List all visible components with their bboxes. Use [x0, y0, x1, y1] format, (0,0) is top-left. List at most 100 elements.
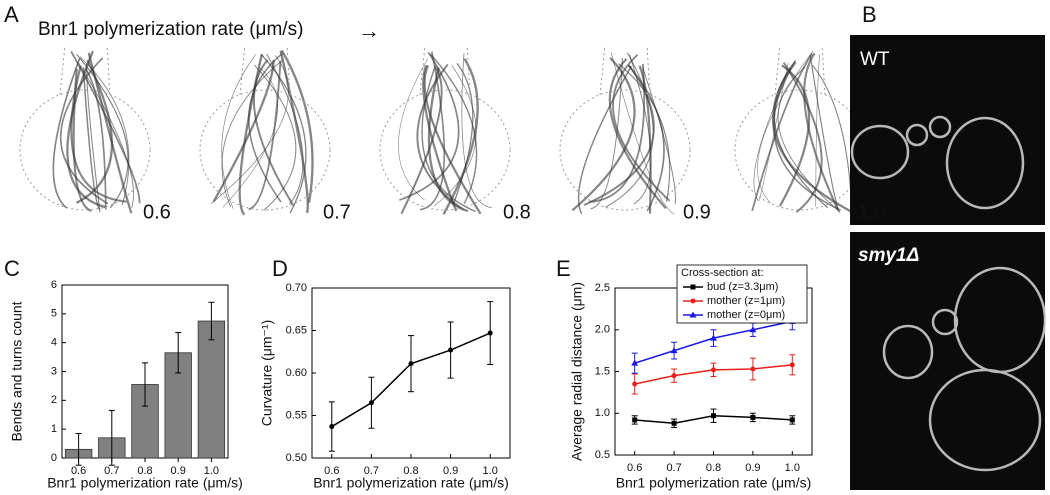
cell-filament	[248, 61, 282, 211]
cell-filament	[777, 66, 841, 213]
y-tick-label: 1.0	[595, 407, 610, 419]
cell-filament	[452, 62, 474, 206]
cell-filament	[78, 63, 134, 208]
marker	[329, 424, 335, 430]
panel-letter: E	[556, 256, 571, 281]
cell-filament	[433, 65, 477, 207]
y-tick-label: 0.5	[595, 449, 610, 461]
cell-filament	[59, 57, 109, 205]
cell-filament	[422, 64, 458, 212]
x-tick-label: 0.6	[71, 465, 86, 477]
micrograph-label: smy1Δ	[858, 245, 919, 266]
cell-filament	[423, 64, 482, 215]
y-tick-label: 0.55	[286, 409, 307, 421]
cell-filament	[248, 53, 283, 203]
cell-filament	[221, 59, 284, 207]
cell-outline	[379, 89, 511, 211]
rate-label: 0.9	[683, 201, 711, 223]
x-tick-label: 0.9	[171, 465, 186, 477]
cell-neck	[774, 44, 826, 96]
y-tick-label: 0	[51, 452, 57, 464]
cell-neck	[59, 44, 111, 96]
y-tick-label: 6	[51, 279, 57, 291]
marker	[789, 417, 795, 423]
legend-box	[676, 264, 808, 324]
cell-outline	[199, 89, 331, 211]
y-tick-label: 4	[51, 337, 57, 349]
marker	[690, 284, 696, 290]
x-tick-label: 0.7	[364, 465, 379, 477]
x-tick-label: 1.0	[785, 462, 800, 474]
y-tick-label: 2.5	[595, 282, 610, 294]
error-bar	[175, 332, 182, 374]
cell-filament	[52, 58, 81, 209]
rate-label: 0.6	[143, 201, 171, 223]
cell-filament	[82, 67, 101, 211]
cell-filament	[84, 68, 107, 210]
marker	[710, 334, 717, 341]
panel-letter: C	[4, 256, 20, 281]
cell-filament	[427, 67, 469, 213]
cell-outline	[559, 89, 691, 211]
cell-filament	[771, 61, 852, 213]
cell-filament	[803, 52, 839, 211]
y-axis-label: Curvature (μm⁻¹)	[259, 320, 275, 426]
marker	[487, 330, 493, 336]
legend-label: bud (z=3.3μm)	[707, 281, 778, 293]
legend-label: mother (z=0μm)	[707, 309, 785, 321]
x-tick-label: 0.6	[324, 465, 339, 477]
cell-neck	[419, 44, 471, 96]
y-axis-label: Bends and turns count	[9, 301, 25, 441]
cell-filament	[266, 53, 304, 205]
cell-filament	[399, 51, 460, 201]
marker	[631, 359, 639, 366]
marker	[368, 400, 374, 406]
legend-label: mother (z=1μm)	[707, 295, 785, 307]
cell-filament	[70, 65, 127, 203]
cell-filament	[773, 67, 842, 211]
error-bar	[142, 362, 148, 407]
cell-filament	[419, 51, 446, 211]
marker	[670, 347, 678, 354]
cell-filament	[779, 64, 811, 207]
cell-filament	[400, 65, 443, 215]
cell-filament	[773, 60, 829, 209]
x-tick-label: 0.8	[137, 465, 152, 477]
cell-filament	[221, 54, 256, 209]
marker	[671, 420, 677, 426]
cell-outline	[19, 89, 151, 211]
cell-filament	[571, 57, 636, 212]
marker	[750, 414, 756, 420]
x-tick-label: 0.7	[666, 462, 681, 474]
panel-letter: D	[272, 256, 288, 281]
cell-filament	[589, 63, 646, 203]
rate-label: 0.7	[323, 201, 351, 223]
cell-filament	[782, 62, 823, 213]
cell-filament	[70, 51, 141, 204]
y-tick-label: 0.70	[286, 282, 307, 294]
y-tick-label: 3	[51, 365, 57, 377]
marker	[671, 373, 677, 379]
panel-letter: B	[862, 2, 877, 27]
cell-filament	[618, 63, 671, 202]
cell-filament	[461, 53, 492, 209]
y-tick-label: 2.0	[595, 324, 610, 336]
panel-letter: A	[4, 2, 19, 27]
cell-filament	[87, 52, 133, 214]
x-tick-label: 0.9	[745, 462, 760, 474]
x-tick-label: 0.8	[403, 465, 418, 477]
cell-filament	[429, 53, 478, 204]
micrograph-cells	[850, 115, 1047, 472]
cell-filament	[577, 65, 633, 215]
y-tick-label: 1	[51, 423, 57, 435]
panel-title: Bnr1 polymerization rate (μm/s)	[38, 19, 303, 40]
micrograph	[850, 232, 1045, 490]
cell-filament	[252, 59, 295, 206]
x-axis-label: Bnr1 polymerization rate (μm/s)	[313, 475, 509, 491]
marker	[749, 326, 757, 333]
y-tick-label: 1.5	[595, 365, 610, 377]
marker	[408, 361, 414, 367]
cell-filament	[253, 64, 297, 211]
x-tick-label: 0.8	[706, 462, 721, 474]
